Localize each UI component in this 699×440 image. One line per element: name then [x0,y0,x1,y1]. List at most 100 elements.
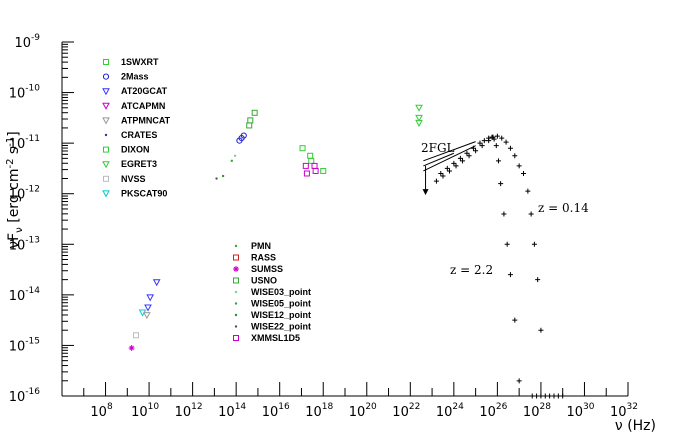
legend-upper: 1SWXRT 2Mass AT20GCAT ATCAPMN ATPMNCAT CRATES… [102,57,171,198]
legend-label: ATCAPMN [121,101,165,111]
y-tick-label: 10-10 [9,84,41,102]
model-point [507,145,513,151]
legend-label: NVSS [121,174,146,184]
legend-label: CRATES [121,130,157,140]
legend-marker-crates [104,133,108,137]
legend-label: WISE12_point [251,310,311,320]
model-label-high-z: z = 2.2 [450,263,493,277]
bowtie-line [423,141,476,162]
upper-limit-arrow-icon [422,189,429,196]
model-point [440,173,446,179]
legend-marker-nvss [103,175,109,182]
model-point [547,393,553,399]
model-point [516,378,522,384]
fermi-bowtie [422,141,476,196]
model-point [451,160,457,166]
y-tick-label: 10-13 [9,235,40,253]
legend-marker-wise22_point [234,325,238,328]
model-point [498,181,504,187]
data-point-usno [246,122,253,129]
model-point [538,327,544,333]
x-axis-ticks: 108 1010 1012 1014 1016 1018 1020 1022 1024 1026 1… [61,382,638,420]
model-point [479,143,485,149]
legend-marker-usno [233,277,239,284]
x-tick-label: 1018 [305,402,333,420]
model-point [494,133,500,139]
x-tick-label: 1024 [436,402,464,420]
model-point [529,393,535,399]
legend-marker-xmmsl1d5 [233,335,239,341]
model-point [535,277,541,283]
model-point [473,148,479,154]
model-point [460,158,466,164]
model-point [516,163,522,169]
legend-label: DIXON [121,145,150,155]
model-point [464,150,470,156]
legend-marker-wise12_point [234,313,238,317]
y-tick-label: 10-12 [9,185,40,203]
data-point-usno [251,109,258,116]
legend-marker-2mass [102,73,110,80]
data-point-wise03_point [233,154,237,157]
y-axis-ticks: 10-16 10-15 10-14 10-13 10-12 10-11 10-10 10-9 [9,33,74,405]
legend-marker-1swxrt [103,59,109,65]
model-point [457,155,463,161]
x-tick-label: 1016 [262,402,290,420]
data-point-egret3 [415,114,423,122]
model-point [512,317,518,323]
x-tick-label: 1022 [392,402,420,420]
model-point [504,241,510,247]
model-point [542,393,548,399]
legend-marker-atcapmn [102,102,110,110]
model-point [493,143,499,149]
x-tick-label: 108 [90,402,113,420]
model-point [453,163,459,169]
model-point [551,393,557,399]
y-tick-label: 10-16 [9,387,41,405]
legend-marker-pkscat90 [102,190,110,198]
model-point [503,139,509,145]
bowtie-line [423,145,476,172]
model-point [481,138,487,144]
legend-marker-rass [233,254,239,261]
x-tick-label: 1032 [610,402,638,420]
legend-label: WISE05_point [251,299,311,309]
data-point-1swxrt [299,145,306,152]
model-point [438,170,444,176]
x-tick-label: 1012 [175,402,203,420]
legend-marker-wise05_point [234,302,238,305]
data-point-nvss [133,332,140,339]
data-point-at20gcat [146,294,155,302]
x-tick-label: 1014 [218,402,246,420]
bowtie-line [423,152,455,167]
axis-labels: 2FGL z = 0.14 z = 2.2 νFν [erg cm-2 s-1] ν (… [5,131,656,434]
model-point [433,178,439,184]
data-point-at20gcat [152,279,161,287]
data-point-1swxrt [308,157,315,164]
legend-label: 2Mass [121,72,149,82]
x-tick-label: 1010 [131,402,159,420]
model-point [521,170,527,176]
legend-label: EGRET3 [121,159,157,169]
data-point-atpmncat [143,312,151,320]
model-label-low-z: z = 0.14 [538,201,589,215]
y-tick-label: 10-11 [9,134,40,152]
legend-label: PKSCAT90 [121,188,167,198]
model-point [446,168,452,174]
data-point-xmmsl1d5 [311,162,318,169]
legend-label: AT20GCAT [121,86,168,96]
x-tick-label: 1020 [349,402,377,420]
legend-marker-at20gcat [102,88,110,96]
legend-label: RASS [251,253,276,263]
model-point [501,211,507,217]
data-point-xmmsl1d5 [303,170,310,177]
legend-marker-egret3 [102,161,110,169]
model-point [555,393,561,399]
data-point-xmmsl1d5 [312,167,319,174]
data-point-xmmsl1d5 [302,162,309,169]
data-point-sumss [128,344,135,351]
y-tick-label: 10-14 [9,286,41,304]
data-points [128,104,423,351]
